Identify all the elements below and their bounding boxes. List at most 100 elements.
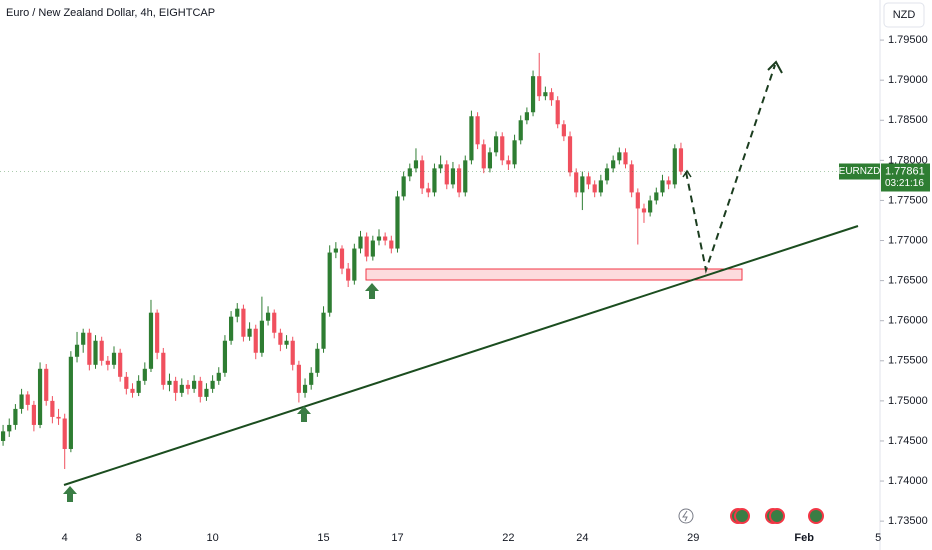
candle-body	[389, 240, 394, 249]
projection-path	[685, 64, 776, 274]
x-tick-label: 15	[317, 532, 329, 544]
x-tick-label: 4	[62, 532, 68, 544]
candle-body	[25, 394, 30, 405]
candle-body	[586, 176, 591, 185]
candle-body	[179, 384, 184, 393]
currency-label: NZD	[893, 9, 916, 21]
candle-body	[481, 144, 486, 169]
candle-body	[364, 236, 369, 257]
candles	[0, 52, 684, 470]
candle-body	[611, 160, 616, 169]
projection-start	[682, 169, 692, 178]
symbol-tag	[839, 163, 880, 180]
candle-body	[327, 252, 332, 313]
candle-body	[222, 340, 228, 373]
trend-line	[63, 225, 859, 486]
event-icon[interactable]	[678, 508, 694, 524]
x-tick-label: 29	[687, 532, 699, 544]
candle-body	[124, 376, 129, 389]
candle-body	[136, 380, 141, 393]
candle-body	[500, 136, 505, 161]
candle-body	[524, 112, 529, 121]
candle-body	[247, 328, 252, 337]
event-icon-bolt	[682, 510, 688, 522]
candle-body	[302, 384, 308, 393]
candle-body	[401, 176, 406, 197]
candle-body	[512, 140, 517, 165]
candle-body	[0, 431, 6, 441]
candle-body	[672, 148, 677, 185]
candle-body	[537, 76, 542, 97]
candle-body	[93, 340, 98, 365]
candle-body	[253, 328, 258, 353]
candle-body	[185, 384, 191, 389]
candle-body	[463, 160, 468, 193]
candle-body	[370, 240, 375, 257]
candle-body	[309, 372, 314, 385]
candle-body	[68, 356, 73, 449]
candle-body	[598, 180, 603, 193]
candle-body	[290, 340, 295, 365]
candle-body	[407, 168, 412, 177]
y-tick-label: 1.79000	[888, 74, 928, 86]
candle-body	[518, 120, 523, 141]
candle-body	[173, 380, 178, 393]
candle-body	[580, 176, 585, 193]
x-tick-label: 10	[206, 532, 218, 544]
candle-body	[87, 332, 92, 365]
candle-body	[654, 192, 659, 201]
x-tick-label: 22	[502, 532, 514, 544]
candle-body	[444, 164, 449, 185]
candle-body	[228, 316, 234, 341]
candle-body	[555, 100, 560, 125]
candle-body	[272, 312, 277, 333]
y-tick-label: 1.74500	[888, 435, 928, 447]
y-tick-label: 1.78500	[888, 114, 928, 126]
candle-body	[413, 160, 419, 169]
candle-body	[81, 332, 86, 345]
candle-body	[450, 168, 456, 185]
candle-body	[31, 404, 36, 425]
candle-body	[198, 380, 203, 397]
candle-body	[475, 116, 480, 145]
candle-body	[629, 164, 634, 193]
candle-body	[574, 172, 579, 193]
projection-arrowhead	[767, 60, 783, 74]
x-tick-label: 17	[391, 532, 403, 544]
candle-body	[278, 332, 283, 345]
event-icon[interactable]	[769, 508, 785, 524]
candle-body	[635, 192, 640, 209]
candle-body	[105, 360, 110, 365]
candle-body	[167, 380, 172, 385]
candle-body	[216, 372, 221, 381]
candle-body	[44, 368, 49, 401]
y-tick-label: 1.78000	[888, 154, 928, 166]
x-tick-label: 24	[576, 532, 588, 544]
candle-body	[235, 308, 240, 317]
last-price-label: 1.77861	[885, 165, 925, 177]
candle-body	[567, 136, 573, 173]
event-icon[interactable]	[734, 508, 750, 524]
event-icon[interactable]	[808, 508, 824, 524]
candle-body	[432, 168, 437, 193]
candle-body	[660, 180, 665, 193]
candle-body	[493, 136, 499, 153]
candle-body	[13, 408, 18, 425]
countdown-label: 03:21:16	[885, 178, 924, 189]
y-tick-label: 1.77000	[888, 234, 928, 246]
candle-body	[346, 268, 351, 281]
candle-body	[118, 352, 123, 377]
symbol-label: EURNZD	[839, 166, 881, 177]
x-tick-label: 5	[875, 532, 881, 544]
candle-body	[284, 340, 289, 345]
candle-body	[19, 394, 24, 409]
candle-body	[7, 424, 12, 432]
candle-body	[62, 418, 67, 449]
candle-body	[666, 180, 671, 185]
y-tick-label: 1.75500	[888, 355, 928, 367]
candle-body	[506, 160, 511, 165]
candle-body	[549, 92, 554, 101]
currency-button[interactable]	[883, 2, 925, 28]
